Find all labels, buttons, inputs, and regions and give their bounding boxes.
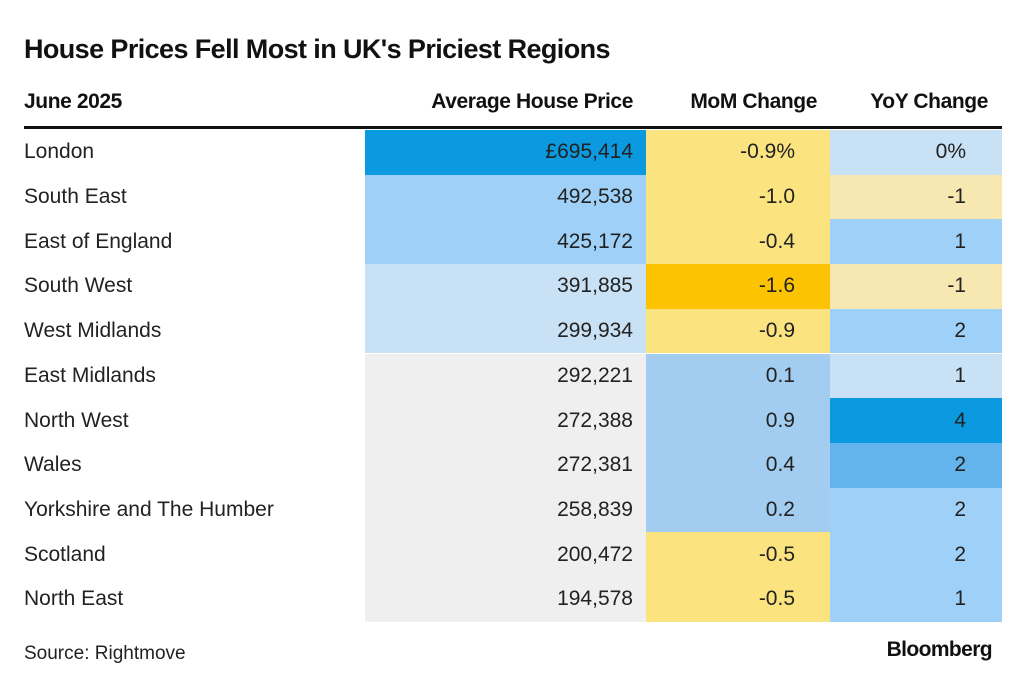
chart-title: House Prices Fell Most in UK's Priciest … — [24, 34, 611, 64]
region-cell: West Midlands — [24, 319, 162, 343]
price-cell: 194,578 — [365, 577, 646, 622]
table-row: Scotland 200,472 -0.5 2 — [24, 532, 1002, 577]
region-cell: Scotland — [24, 542, 106, 566]
yoy-change-cell: 2 — [830, 442, 1002, 488]
mom-change-cell: 0.2 — [646, 487, 830, 533]
yoy-change-cell: 1 — [830, 353, 1002, 399]
region-cell: Yorkshire and The Humber — [24, 497, 274, 521]
region-cell: South West — [24, 274, 133, 298]
price-cell: 492,538 — [365, 174, 646, 220]
header-rule — [24, 126, 1002, 129]
region-cell: East of England — [24, 229, 173, 253]
price-cell: 299,934 — [365, 308, 646, 354]
mom-change-cell: -0.5 — [646, 577, 830, 622]
mom-change-cell: -1.0 — [646, 174, 830, 220]
price-cell: 425,172 — [365, 219, 646, 265]
yoy-change-cell: -1 — [830, 174, 1002, 220]
mom-change-cell: -1.6 — [646, 264, 830, 309]
region-cell: Wales — [24, 453, 82, 477]
price-cell: 292,221 — [365, 353, 646, 399]
yoy-change-cell: 0% — [830, 130, 1002, 175]
table-row: East Midlands 292,221 0.1 1 — [24, 353, 1002, 399]
column-header-date: June 2025 — [24, 90, 122, 113]
yoy-change-cell: 2 — [830, 487, 1002, 533]
yoy-change-cell: -1 — [830, 264, 1002, 309]
column-header-mom: MoM Change — [690, 90, 817, 113]
yoy-change-cell: 2 — [830, 308, 1002, 354]
price-cell: £695,414 — [365, 130, 646, 175]
region-cell: South East — [24, 185, 127, 209]
price-cell: 200,472 — [365, 532, 646, 577]
price-cell: 272,381 — [365, 442, 646, 488]
mom-change-cell: -0.9% — [646, 130, 830, 175]
mom-change-cell: -0.9 — [646, 308, 830, 354]
table-row: South East 492,538 -1.0 -1 — [24, 174, 1002, 220]
table-row: North West 272,388 0.9 4 — [24, 398, 1002, 443]
yoy-change-cell: 2 — [830, 532, 1002, 577]
yoy-change-cell: 1 — [830, 577, 1002, 622]
table-row: South West 391,885 -1.6 -1 — [24, 264, 1002, 309]
mom-change-cell: 0.4 — [646, 442, 830, 488]
table-row: Wales 272,381 0.4 2 — [24, 442, 1002, 488]
mom-change-cell: -0.4 — [646, 219, 830, 265]
table-row: East of England 425,172 -0.4 1 — [24, 219, 1002, 265]
yoy-change-cell: 4 — [830, 398, 1002, 443]
mom-change-cell: 0.9 — [646, 398, 830, 443]
table-row: West Midlands 299,934 -0.9 2 — [24, 308, 1002, 354]
region-cell: East Midlands — [24, 363, 156, 387]
mom-change-cell: -0.5 — [646, 532, 830, 577]
region-cell: London — [24, 140, 95, 164]
price-cell: 258,839 — [365, 487, 646, 533]
column-header-price: Average House Price — [431, 90, 633, 113]
price-cell: 272,388 — [365, 398, 646, 443]
source-note: Source: Rightmove — [24, 643, 186, 664]
yoy-change-cell: 1 — [830, 219, 1002, 265]
table-row: London £695,414 -0.9% 0% — [24, 130, 1002, 175]
region-cell: North East — [24, 587, 124, 611]
region-cell: North West — [24, 408, 129, 432]
table-row: Yorkshire and The Humber 258,839 0.2 2 — [24, 487, 1002, 533]
mom-change-cell: 0.1 — [646, 353, 830, 399]
column-header-yoy: YoY Change — [870, 90, 988, 113]
bloomberg-logo: Bloomberg — [886, 638, 993, 661]
price-cell: 391,885 — [365, 264, 646, 309]
table-row: North East 194,578 -0.5 1 — [24, 577, 1002, 622]
